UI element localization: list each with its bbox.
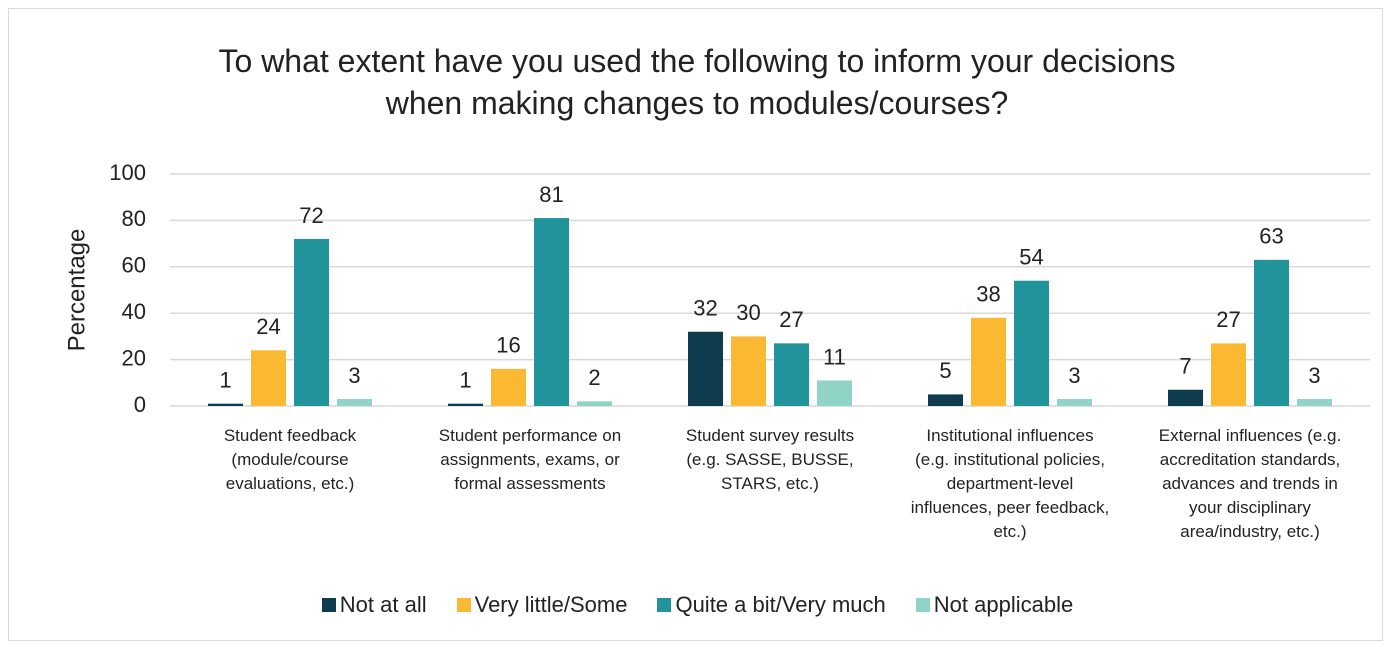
data-label: 24 xyxy=(256,314,280,339)
legend: Not at all Very little/Some Quite a bit/Ve… xyxy=(0,592,1395,618)
y-axis-label: Percentage xyxy=(63,229,90,352)
y-tick-label: 40 xyxy=(122,299,146,324)
data-label: 38 xyxy=(976,282,1000,307)
y-tick-label: 60 xyxy=(122,253,146,278)
x-tick-label: External influences (e.g. accreditation … xyxy=(1158,426,1342,541)
bar xyxy=(688,331,723,406)
data-label: 27 xyxy=(1216,307,1240,332)
x-tick-label: Student performance on assignments, exam… xyxy=(438,426,622,493)
bar xyxy=(817,380,852,406)
chart-frame xyxy=(8,8,1383,641)
bar xyxy=(251,350,286,406)
y-tick-label: 100 xyxy=(109,160,146,185)
bar xyxy=(1211,343,1246,406)
legend-item: Not at all xyxy=(321,592,427,618)
data-label: 5 xyxy=(939,358,951,383)
data-label: 16 xyxy=(496,333,520,358)
bar xyxy=(1014,280,1049,406)
data-label: 27 xyxy=(779,307,803,332)
legend-label: Very little/Some xyxy=(474,592,628,617)
data-label: 30 xyxy=(736,300,760,325)
bar xyxy=(1254,259,1289,406)
bar xyxy=(577,401,612,406)
legend-swatch xyxy=(657,598,672,612)
bar xyxy=(731,336,766,406)
x-tick-label: Student feedback (module/course evaluati… xyxy=(223,426,357,493)
bar xyxy=(1057,399,1092,406)
legend-label: Not applicable xyxy=(933,592,1074,617)
data-label: 1 xyxy=(219,367,231,392)
legend-label: Not at all xyxy=(339,592,427,617)
legend-swatch xyxy=(456,598,471,612)
bar xyxy=(491,368,526,406)
data-label: 81 xyxy=(539,182,563,207)
data-label: 7 xyxy=(1179,354,1191,379)
y-tick-label: 20 xyxy=(122,345,146,370)
bar xyxy=(928,394,963,406)
bar xyxy=(337,399,372,406)
legend-item: Quite a bit/Very much xyxy=(657,592,886,618)
data-label: 72 xyxy=(299,203,323,228)
bar xyxy=(448,403,483,406)
legend-item: Not applicable xyxy=(915,592,1074,618)
data-label: 32 xyxy=(693,296,717,321)
bar xyxy=(208,403,243,406)
data-label: 54 xyxy=(1019,245,1043,270)
data-label: 2 xyxy=(588,365,600,390)
x-tick-label: Student survey results (e.g. SASSE, BUSS… xyxy=(685,426,855,493)
bar xyxy=(774,343,809,406)
bar xyxy=(971,317,1006,406)
data-label: 3 xyxy=(1308,363,1320,388)
legend-item: Very little/Some xyxy=(456,592,628,618)
legend-label: Quite a bit/Very much xyxy=(675,592,886,617)
bar xyxy=(294,238,329,406)
chart-title: To what extent have you used the followi… xyxy=(218,43,1176,121)
y-tick-label: 80 xyxy=(122,206,146,231)
bar xyxy=(1168,389,1203,406)
bar xyxy=(534,218,569,406)
data-label: 1 xyxy=(459,367,471,392)
bar xyxy=(1297,399,1332,406)
y-tick-label: 0 xyxy=(134,392,146,417)
data-label: 3 xyxy=(348,363,360,388)
legend-swatch xyxy=(915,598,930,612)
legend-swatch xyxy=(321,598,336,612)
data-label: 63 xyxy=(1259,224,1283,249)
data-label: 11 xyxy=(823,344,846,369)
x-tick-label: Institutional influences (e.g. instituti… xyxy=(910,426,1110,541)
data-label: 3 xyxy=(1068,363,1080,388)
